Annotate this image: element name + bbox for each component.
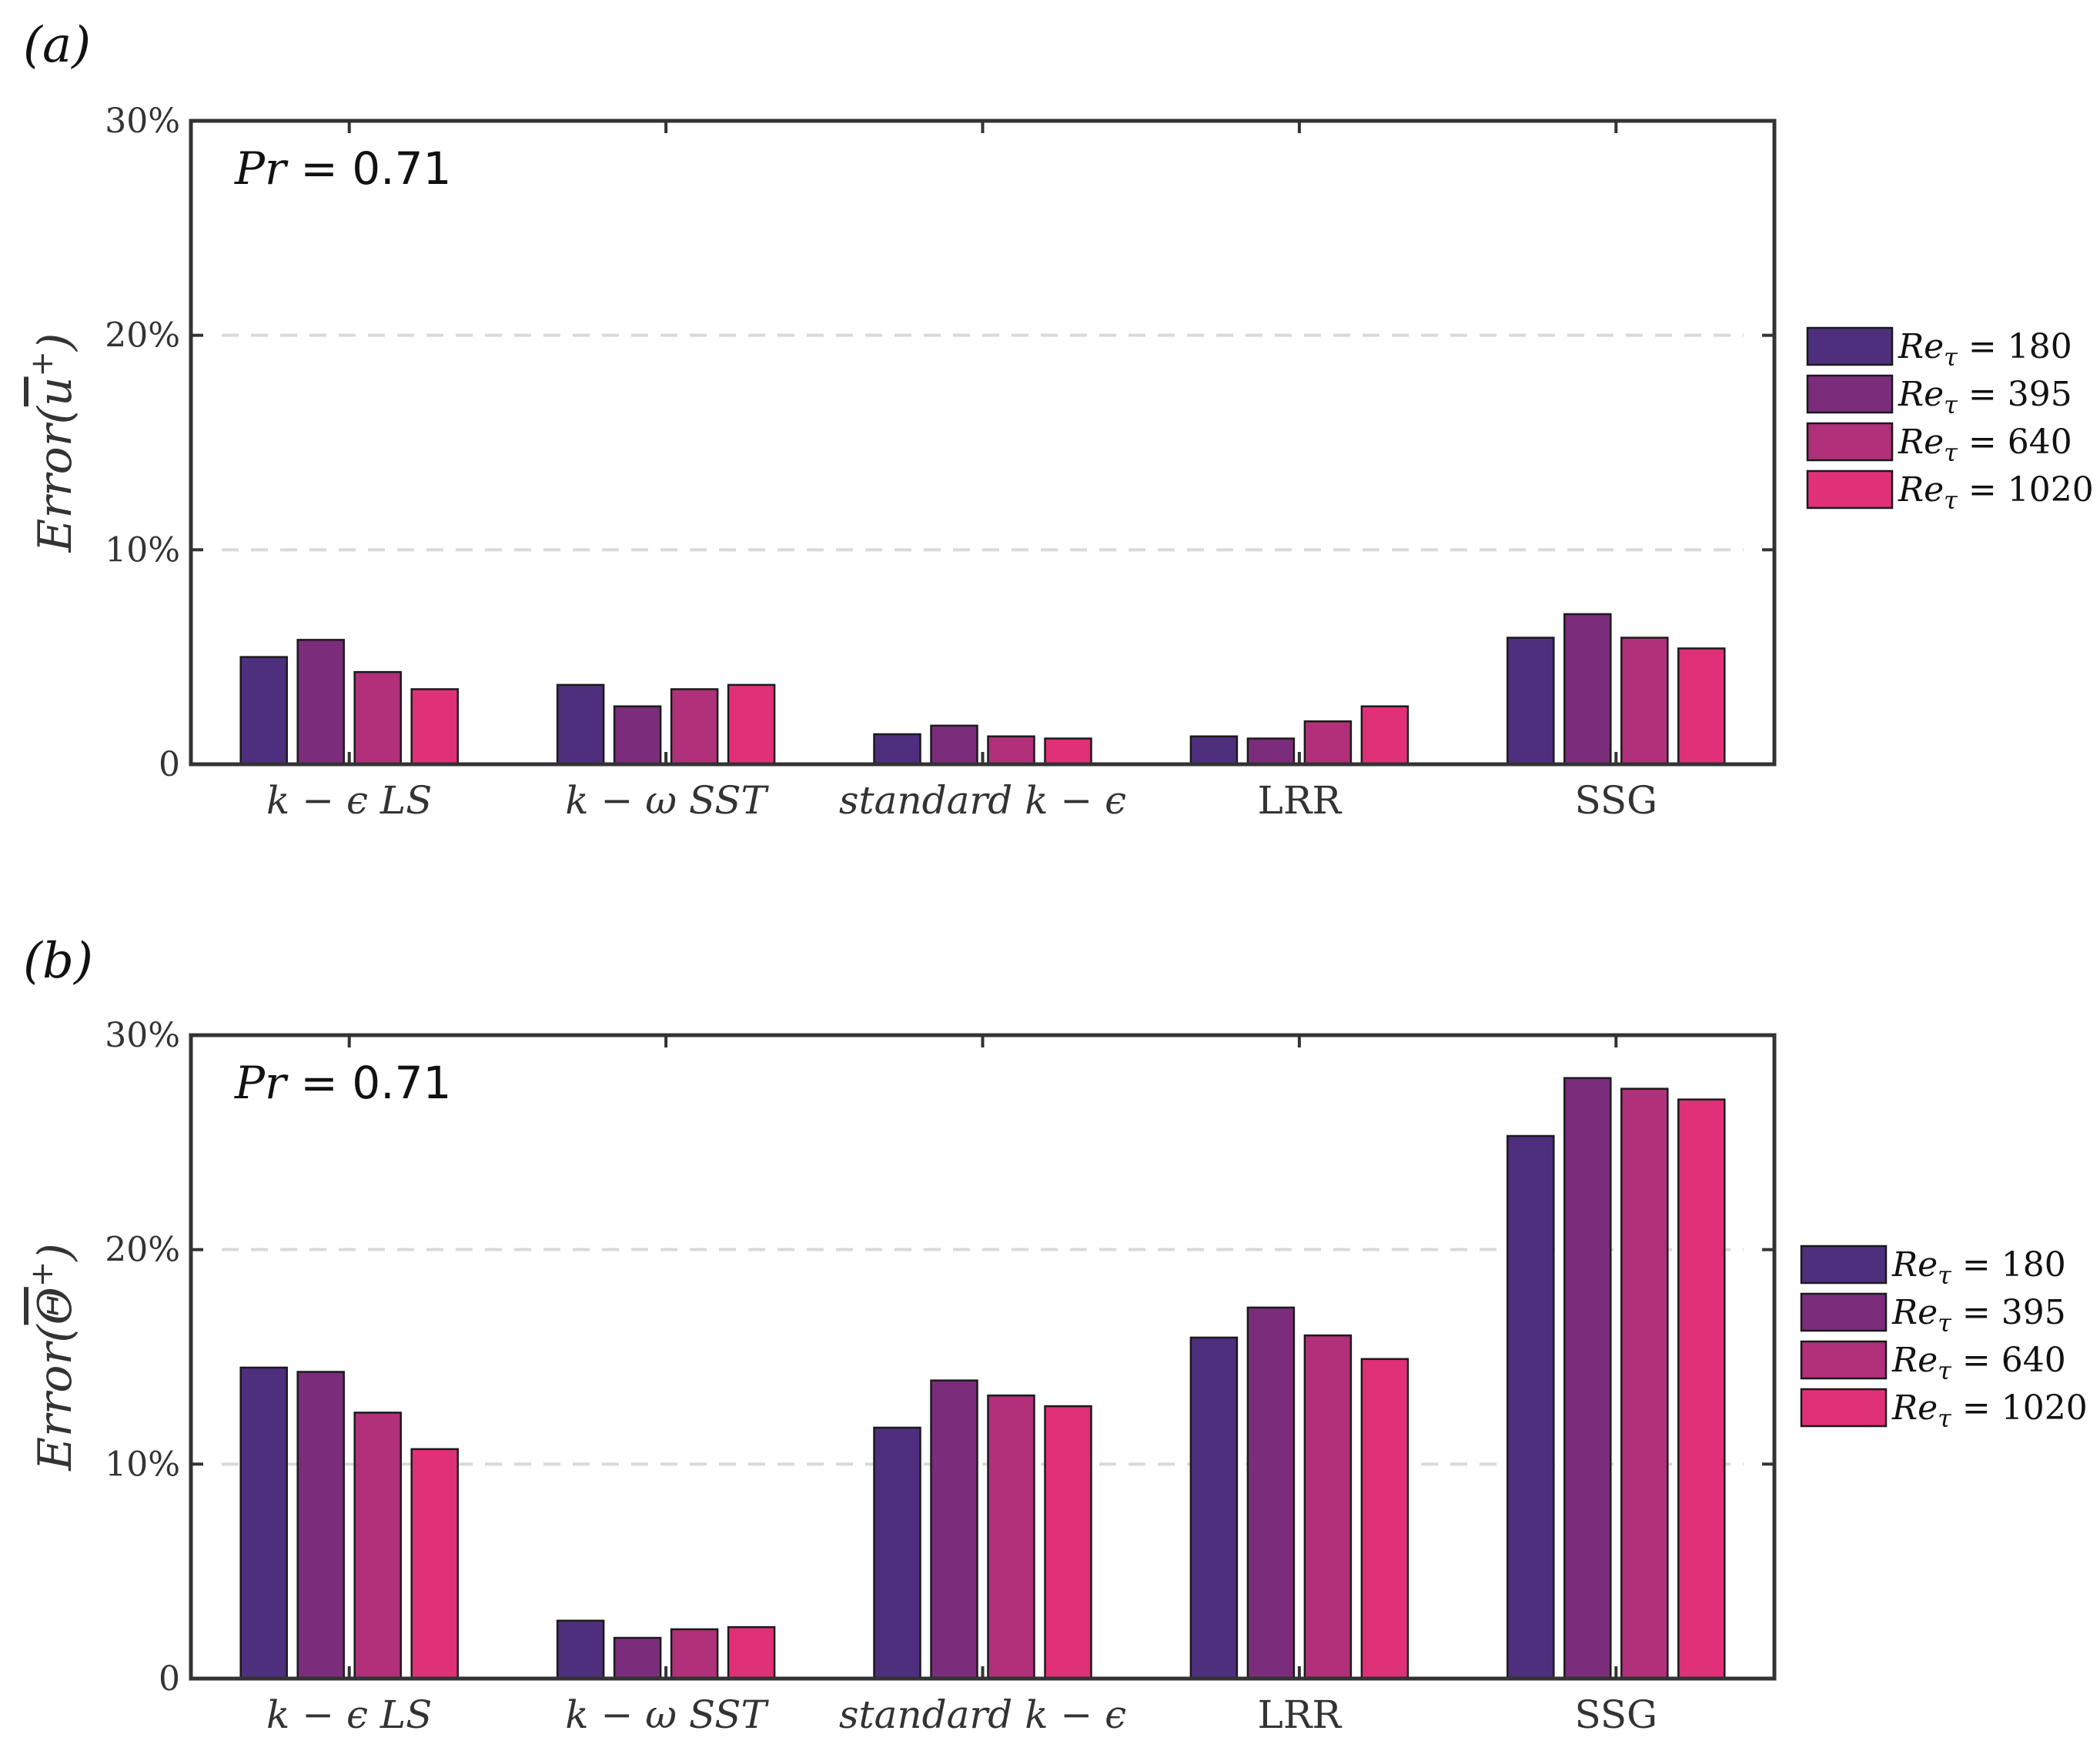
legend-entry: Reτ = 1020	[1891, 1388, 2088, 1433]
x-tick-label: k − ω SST	[565, 1692, 769, 1737]
bar	[1563, 1077, 1612, 1680]
bar	[670, 1628, 719, 1680]
chart-panel-b: k − ϵ LS k − ω SST standard k − ϵ LRR SSG 0 10…	[23, 933, 2088, 1737]
bar	[1303, 1334, 1353, 1680]
bar	[1189, 735, 1239, 766]
x-tick-label: SSG	[1575, 778, 1658, 823]
bar	[987, 735, 1035, 766]
bar	[1620, 636, 1669, 766]
x-tick-label: LRR	[1258, 778, 1343, 823]
legend-entry: Reτ = 180	[1898, 327, 2072, 372]
x-tick-label: SSG	[1575, 1692, 1658, 1737]
legend-swatch	[1800, 1388, 1888, 1428]
bar	[873, 1426, 921, 1680]
chart-panel-a: k − ϵ LS k − ω SST standard k − ϵ LRR SSG 0 10…	[23, 17, 2094, 823]
bar	[410, 1448, 459, 1680]
bar	[1303, 720, 1353, 766]
panel-label: (a)	[23, 17, 91, 74]
bar	[613, 705, 662, 766]
y-tick-label: 10%	[105, 530, 180, 570]
legend-swatch	[1800, 1292, 1888, 1332]
bar	[1677, 1098, 1726, 1680]
annotation-pr: Pr = 0.71	[234, 1057, 451, 1109]
legend-entry: Reτ = 395	[1898, 375, 2072, 419]
bar	[930, 724, 978, 766]
bar	[1044, 737, 1092, 766]
x-tick-label: k − ϵ LS	[266, 778, 432, 823]
bar	[987, 1394, 1035, 1680]
bar	[1620, 1087, 1669, 1680]
y-tick-label: 20%	[105, 1231, 180, 1270]
y-axis-label: Error(Θ+)	[25, 1243, 82, 1472]
bar	[613, 1636, 662, 1680]
bar	[727, 1625, 776, 1680]
bar	[1563, 613, 1612, 766]
y-tick-label: 0	[159, 745, 180, 784]
bar	[239, 656, 288, 766]
x-tick-label: k − ϵ LS	[266, 1692, 432, 1737]
panel-label: (b)	[23, 933, 93, 990]
legend-swatch	[1800, 1340, 1888, 1380]
legend-entry: Reτ = 395	[1891, 1293, 2066, 1338]
annotation-pr: Pr = 0.71	[234, 142, 451, 195]
x-tick-label: standard k − ϵ	[839, 778, 1126, 823]
legend-entry: Reτ = 640	[1898, 423, 2072, 467]
bar	[670, 688, 719, 766]
bar	[1044, 1405, 1092, 1680]
bar	[1246, 1306, 1296, 1680]
bar	[410, 688, 459, 766]
bar	[296, 1371, 345, 1680]
bar	[353, 670, 402, 766]
bar	[1246, 737, 1296, 766]
bar	[930, 1379, 978, 1680]
legend-entry: Reτ = 640	[1891, 1341, 2066, 1385]
bar	[1360, 1358, 1409, 1680]
x-tick-label: k − ω SST	[565, 778, 769, 823]
bar	[353, 1412, 402, 1680]
bar	[1189, 1336, 1239, 1680]
y-tick-label: 10%	[105, 1445, 180, 1484]
y-axis-label: Error(u+)	[25, 333, 82, 553]
bar	[239, 1366, 288, 1680]
bar	[1506, 636, 1555, 766]
y-tick-label: 20%	[105, 316, 180, 356]
legend-swatch	[1806, 422, 1894, 462]
bar	[873, 733, 921, 766]
bar	[1506, 1134, 1555, 1680]
bar	[1677, 647, 1726, 766]
y-tick-label: 30%	[105, 1016, 180, 1055]
bar	[727, 683, 776, 766]
x-tick-label: LRR	[1258, 1692, 1343, 1737]
x-tick-label: standard k − ϵ	[839, 1692, 1126, 1737]
legend-swatch	[1800, 1245, 1888, 1285]
legend-swatch	[1806, 374, 1894, 414]
bar	[1360, 705, 1409, 766]
legend-entry: Reτ = 180	[1891, 1245, 2066, 1290]
legend-swatch	[1806, 469, 1894, 509]
legend-entry: Reτ = 1020	[1898, 470, 2094, 515]
y-tick-label: 30%	[105, 102, 180, 141]
bar	[556, 683, 605, 766]
legend-swatch	[1806, 326, 1894, 366]
bar	[296, 639, 345, 766]
y-tick-label: 0	[159, 1659, 180, 1699]
bar	[556, 1619, 605, 1680]
